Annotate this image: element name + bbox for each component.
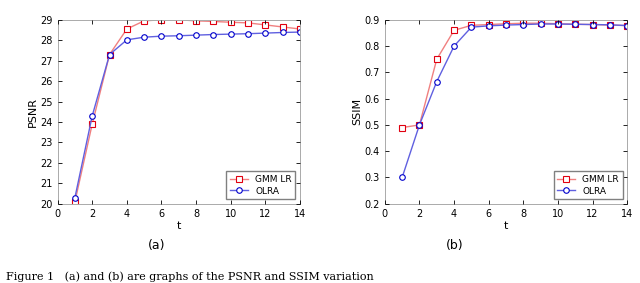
X-axis label: t: t — [504, 221, 508, 231]
Line: OLRA: OLRA — [399, 21, 630, 180]
Line: GMM LR: GMM LR — [72, 17, 303, 205]
OLRA — [554, 22, 562, 26]
OLRA — [537, 22, 545, 26]
GMM LR — [433, 57, 440, 61]
GMM LR — [209, 20, 217, 23]
Line: OLRA: OLRA — [72, 29, 303, 200]
GMM LR — [192, 19, 200, 23]
GMM LR — [572, 23, 579, 26]
GMM LR — [123, 27, 131, 31]
OLRA — [209, 33, 217, 36]
GMM LR — [398, 126, 406, 129]
OLRA — [175, 34, 182, 37]
OLRA — [296, 30, 304, 34]
OLRA — [88, 114, 96, 117]
OLRA — [279, 31, 287, 34]
GMM LR — [450, 29, 458, 32]
Text: (b): (b) — [445, 239, 463, 252]
GMM LR — [415, 123, 423, 127]
OLRA — [623, 24, 631, 27]
OLRA — [520, 23, 527, 26]
Text: (a): (a) — [148, 239, 166, 252]
OLRA — [502, 23, 510, 27]
GMM LR — [88, 122, 96, 126]
GMM LR — [520, 22, 527, 25]
OLRA — [140, 35, 148, 39]
OLRA — [123, 38, 131, 42]
GMM LR — [140, 19, 148, 23]
GMM LR — [623, 24, 631, 27]
GMM LR — [554, 22, 562, 25]
Y-axis label: PSNR: PSNR — [28, 97, 38, 127]
GMM LR — [227, 21, 235, 24]
OLRA — [485, 24, 493, 27]
OLRA — [227, 33, 235, 36]
OLRA — [244, 32, 252, 35]
GMM LR — [157, 18, 165, 22]
GMM LR — [175, 18, 182, 22]
OLRA — [433, 80, 440, 83]
Y-axis label: SSIM: SSIM — [352, 98, 362, 125]
GMM LR — [589, 23, 596, 26]
GMM LR — [279, 25, 287, 29]
GMM LR — [537, 22, 545, 25]
X-axis label: t: t — [177, 221, 181, 231]
OLRA — [106, 53, 113, 56]
Text: Figure 1   (a) and (b) are graphs of the PSNR and SSIM variation: Figure 1 (a) and (b) are graphs of the P… — [6, 272, 374, 282]
OLRA — [606, 23, 614, 27]
OLRA — [398, 176, 406, 179]
GMM LR — [468, 24, 476, 27]
Legend: GMM LR, OLRA: GMM LR, OLRA — [227, 171, 296, 199]
Legend: GMM LR, OLRA: GMM LR, OLRA — [554, 171, 623, 199]
GMM LR — [262, 23, 269, 27]
Line: GMM LR: GMM LR — [399, 20, 630, 130]
OLRA — [572, 23, 579, 26]
OLRA — [71, 196, 79, 199]
GMM LR — [244, 21, 252, 25]
OLRA — [262, 31, 269, 35]
GMM LR — [606, 23, 614, 27]
GMM LR — [502, 22, 510, 25]
GMM LR — [106, 53, 113, 56]
OLRA — [468, 25, 476, 29]
OLRA — [450, 44, 458, 48]
OLRA — [589, 23, 596, 26]
OLRA — [415, 123, 423, 127]
OLRA — [192, 33, 200, 37]
GMM LR — [296, 27, 304, 31]
GMM LR — [485, 23, 493, 26]
GMM LR — [71, 200, 79, 203]
OLRA — [157, 35, 165, 38]
